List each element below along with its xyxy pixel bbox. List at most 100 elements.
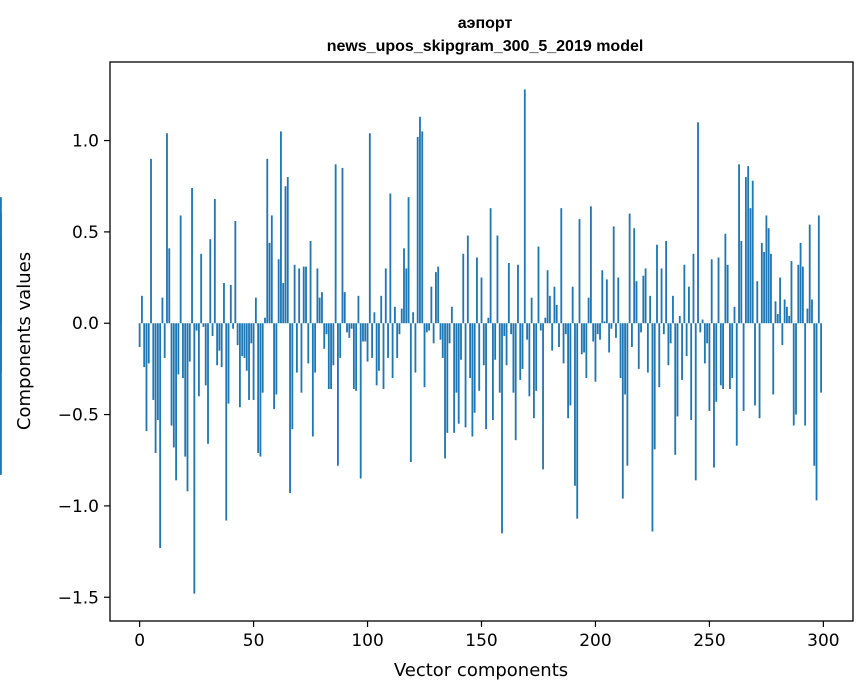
bar — [478, 323, 481, 391]
bar — [238, 323, 241, 408]
bar — [293, 264, 296, 324]
y-tick-label: 1.0 — [72, 132, 99, 152]
bar — [444, 323, 446, 459]
bar — [690, 323, 693, 421]
bar — [790, 261, 793, 324]
bar — [259, 323, 262, 457]
bar — [523, 89, 526, 324]
bar — [626, 323, 629, 466]
bar — [526, 323, 528, 340]
bar — [314, 323, 317, 373]
bar — [400, 308, 403, 324]
bar — [742, 323, 745, 411]
chart-subtitle: news_upos_skipgram_300_5_2019 model — [327, 38, 644, 55]
bar — [676, 323, 679, 417]
bar — [760, 242, 763, 324]
bar — [482, 323, 485, 366]
bar — [733, 306, 736, 324]
bar — [138, 323, 141, 347]
bar — [699, 323, 702, 333]
bar — [678, 315, 681, 324]
bar — [364, 323, 367, 342]
bar — [218, 323, 221, 351]
bar — [302, 266, 305, 324]
bar — [186, 323, 189, 492]
bar — [758, 323, 761, 419]
bar — [346, 323, 348, 333]
bar — [291, 323, 294, 430]
bar — [619, 323, 622, 379]
bar — [316, 268, 319, 324]
bar — [396, 323, 399, 358]
bar — [651, 323, 654, 532]
bar — [209, 239, 212, 324]
x-axis-label: Vector components — [394, 660, 568, 681]
bar — [476, 257, 478, 324]
bar — [389, 193, 392, 324]
bar — [719, 323, 722, 386]
bar — [457, 323, 460, 424]
bar — [487, 317, 490, 324]
bar — [311, 323, 314, 437]
bar — [295, 323, 298, 373]
bar — [660, 268, 663, 324]
bar — [535, 323, 538, 391]
x-tick-label: 0 — [134, 631, 145, 651]
bar — [599, 323, 601, 340]
bar — [672, 295, 674, 324]
y-tick-label: −1.0 — [58, 497, 99, 517]
bar — [601, 270, 604, 324]
bar — [177, 323, 180, 375]
bar — [416, 136, 419, 324]
bar — [489, 208, 492, 324]
bar — [195, 323, 198, 331]
bar — [615, 323, 617, 338]
bar — [223, 283, 225, 324]
bar — [229, 284, 232, 324]
bar — [658, 323, 661, 388]
bar — [428, 323, 430, 331]
bar — [770, 253, 772, 324]
bar — [197, 323, 200, 397]
bar — [687, 286, 690, 324]
bar — [694, 323, 697, 481]
bar — [145, 323, 148, 432]
bar — [685, 323, 688, 357]
bar — [539, 323, 542, 331]
bar — [729, 323, 731, 389]
bar — [767, 228, 770, 324]
bar — [596, 323, 599, 335]
bar — [726, 264, 729, 324]
bar — [193, 323, 196, 594]
bar — [275, 323, 278, 395]
bar — [710, 259, 713, 324]
bar — [366, 323, 369, 362]
bar — [785, 306, 788, 324]
bar — [765, 215, 768, 324]
y-tick-label: 0.0 — [72, 314, 99, 334]
bar — [605, 279, 608, 324]
bar — [642, 275, 645, 324]
bar — [337, 323, 339, 466]
bar — [460, 323, 462, 360]
bar — [756, 281, 759, 324]
bar — [640, 323, 642, 333]
bar — [646, 323, 649, 373]
bar — [464, 323, 467, 428]
bar — [430, 286, 433, 324]
bar — [546, 270, 549, 324]
bar — [227, 323, 230, 404]
bar — [280, 131, 282, 324]
bar — [435, 272, 437, 324]
y-tick-label: −1.5 — [58, 588, 99, 608]
bar — [617, 277, 620, 324]
bar — [391, 323, 394, 379]
x-tick-label: 250 — [693, 631, 725, 651]
bar — [172, 323, 175, 448]
bar — [749, 208, 752, 324]
bar — [567, 323, 570, 419]
bar — [371, 323, 374, 358]
bar — [744, 177, 747, 324]
bar — [355, 323, 358, 391]
